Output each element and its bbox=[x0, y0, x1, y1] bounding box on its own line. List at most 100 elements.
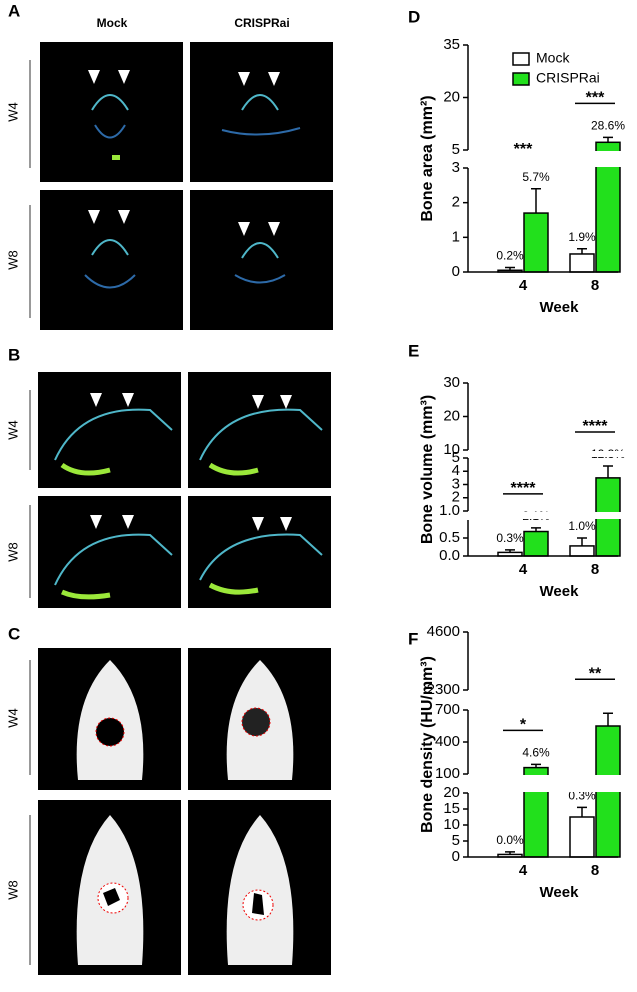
y-tick-label: 10 bbox=[443, 816, 460, 833]
y-tick-label: 20 bbox=[443, 784, 460, 801]
row-label: W4 bbox=[5, 420, 20, 440]
bar bbox=[523, 212, 549, 273]
y-tick-label: 15 bbox=[443, 800, 460, 817]
bar bbox=[569, 253, 595, 273]
significance-stars: *** bbox=[586, 90, 605, 107]
x-tick-label: 4 bbox=[519, 277, 528, 294]
y-tick-label: 5 bbox=[452, 449, 460, 466]
error-bar bbox=[603, 712, 613, 726]
y-tick-label: 3 bbox=[452, 475, 460, 492]
percent-label: 1.0% bbox=[568, 519, 596, 533]
panel-c: C W4 W8 bbox=[5, 624, 331, 975]
axis-break bbox=[470, 512, 635, 519]
y-tick-label: 0.5 bbox=[439, 529, 460, 546]
error-bar bbox=[577, 537, 587, 546]
percent-label: 0.3% bbox=[496, 531, 524, 545]
column-header: CRISPRai bbox=[234, 16, 289, 30]
column-header: Mock bbox=[97, 16, 128, 30]
y-tick-label: 5 bbox=[452, 141, 460, 158]
row-label: W4 bbox=[5, 708, 20, 728]
x-tick-label: 8 bbox=[591, 277, 599, 294]
ct-image bbox=[38, 372, 331, 608]
axis-break bbox=[470, 151, 635, 167]
error-bar bbox=[603, 136, 613, 143]
bar bbox=[523, 530, 549, 557]
percent-label: 0.3% bbox=[568, 789, 596, 803]
y-tick-label: 0.0 bbox=[439, 547, 460, 564]
y-tick-label: 4600 bbox=[427, 623, 460, 640]
y-tick-label: 1 bbox=[452, 228, 460, 245]
bar bbox=[569, 816, 595, 858]
x-tick-label: 8 bbox=[591, 561, 599, 578]
significance-stars: ** bbox=[589, 665, 602, 682]
error-bar bbox=[603, 465, 613, 478]
x-tick-label: 4 bbox=[519, 862, 528, 879]
panel-a: A Mock CRISPRai W4 W8 bbox=[5, 1, 333, 330]
axis-break bbox=[470, 451, 635, 457]
axis-break bbox=[470, 775, 635, 792]
y-tick-label: 400 bbox=[435, 733, 460, 750]
y-tick-label: 0 bbox=[452, 848, 460, 865]
significance-stars: * bbox=[520, 717, 527, 734]
error-bar bbox=[577, 806, 587, 817]
error-bar bbox=[531, 763, 541, 768]
x-axis-label: Week bbox=[540, 299, 580, 316]
y-axis-label: Bone area (mm²) bbox=[419, 95, 436, 221]
y-tick-label: 10 bbox=[443, 441, 460, 458]
legend-label: Mock bbox=[536, 50, 570, 66]
panel-label: A bbox=[8, 1, 20, 20]
panel-label: D bbox=[408, 7, 420, 26]
y-tick-label: 2300 bbox=[427, 681, 460, 698]
y-tick-label: 20 bbox=[443, 407, 460, 424]
panel-b: B W4 W8 bbox=[5, 345, 331, 608]
y-tick-label: 35 bbox=[443, 36, 460, 53]
error-bar bbox=[531, 527, 541, 532]
y-tick-label: 3 bbox=[452, 159, 460, 176]
legend-swatch bbox=[512, 72, 530, 86]
percent-label: 1.9% bbox=[568, 230, 596, 244]
panel-label: C bbox=[8, 624, 20, 643]
panel-label: F bbox=[408, 629, 418, 648]
x-axis-label: Week bbox=[540, 583, 580, 600]
axis-break bbox=[470, 691, 635, 709]
percent-label: 0.0% bbox=[496, 833, 524, 847]
error-bar bbox=[505, 266, 515, 271]
error-bar bbox=[531, 188, 541, 214]
percent-label: 0.2% bbox=[496, 249, 524, 263]
bar bbox=[569, 545, 595, 557]
error-bar bbox=[577, 248, 587, 254]
row-label: W8 bbox=[5, 880, 20, 900]
y-tick-label: 2 bbox=[452, 489, 460, 506]
y-tick-label: 4 bbox=[452, 462, 460, 479]
panel-label: E bbox=[408, 341, 419, 360]
y-tick-label: 2 bbox=[452, 194, 460, 211]
significance-stars: **** bbox=[511, 480, 537, 497]
y-tick-label: 0 bbox=[452, 263, 460, 280]
error-bar bbox=[505, 549, 515, 553]
row-label: W8 bbox=[5, 250, 20, 270]
skull-image bbox=[38, 648, 331, 975]
legend-label: CRISPRai bbox=[536, 70, 600, 86]
y-axis-label: Bone volume (mm³) bbox=[419, 395, 436, 544]
x-tick-label: 8 bbox=[591, 862, 599, 879]
percent-label: 4.6% bbox=[522, 746, 550, 760]
x-tick-label: 4 bbox=[519, 561, 528, 578]
significance-stars: **** bbox=[583, 418, 609, 435]
row-label: W8 bbox=[5, 542, 20, 562]
error-bar bbox=[505, 851, 515, 855]
y-tick-label: 100 bbox=[435, 765, 460, 782]
x-axis-label: Week bbox=[540, 884, 580, 901]
ct-image bbox=[40, 42, 333, 330]
y-tick-label: 30 bbox=[443, 374, 460, 391]
percent-label: 28.6% bbox=[591, 119, 625, 133]
panel-label: B bbox=[8, 345, 20, 364]
y-tick-label: 5 bbox=[452, 832, 460, 849]
y-tick-label: 1.0 bbox=[439, 502, 460, 519]
percent-label: 5.7% bbox=[522, 170, 550, 184]
row-label: W4 bbox=[5, 102, 20, 122]
y-axis-label: Bone density (HU/mm³) bbox=[419, 656, 436, 833]
y-tick-label: 700 bbox=[435, 701, 460, 718]
legend-swatch bbox=[512, 52, 530, 66]
y-tick-label: 20 bbox=[443, 88, 460, 105]
